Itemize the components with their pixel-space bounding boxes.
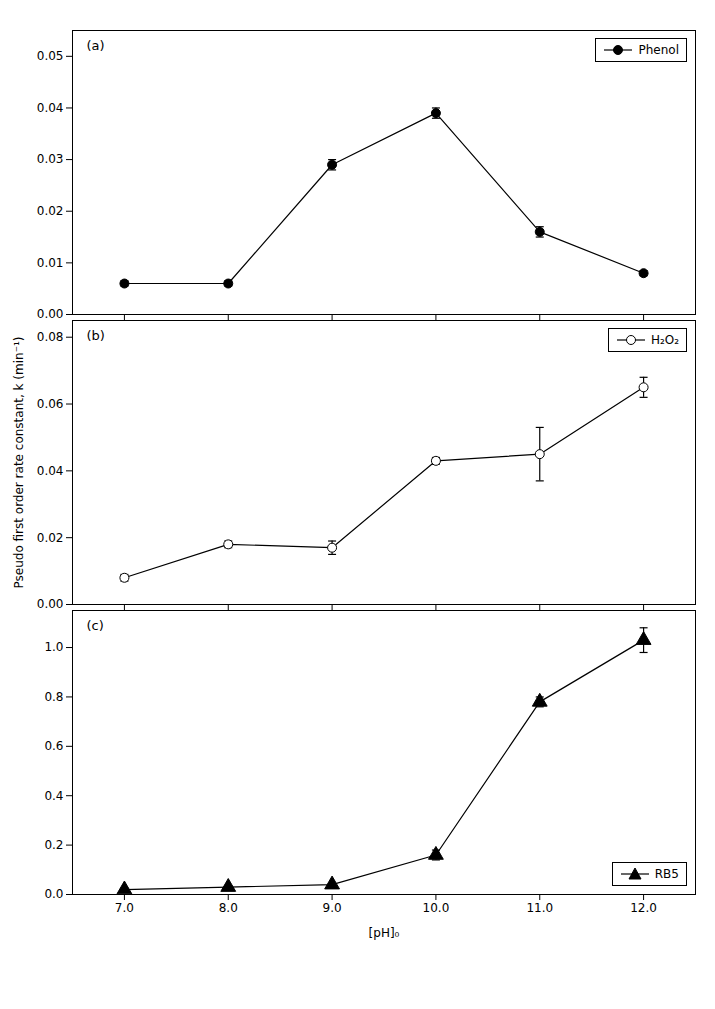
svg-text:0.8: 0.8 — [44, 690, 63, 704]
svg-text:Pseudo first order rate consta: Pseudo first order rate constant, k (min… — [12, 337, 26, 589]
svg-text:8.0: 8.0 — [219, 901, 238, 915]
html-text:H₂O₂: H₂O₂ — [650, 333, 679, 347]
svg-text:0.0: 0.0 — [44, 887, 63, 901]
svg-text:7.0: 7.0 — [115, 901, 134, 915]
svg-text:0.06: 0.06 — [37, 397, 64, 411]
svg-text:12.0: 12.0 — [630, 901, 657, 915]
svg-text:0.05: 0.05 — [37, 49, 64, 63]
svg-text:[pH]₀: [pH]₀ — [369, 926, 400, 940]
svg-text:0.02: 0.02 — [37, 531, 64, 545]
html-text:Phenol: Phenol — [638, 43, 679, 57]
svg-text:10.0: 10.0 — [423, 901, 450, 915]
svg-text:0.01: 0.01 — [37, 256, 64, 270]
svg-text:9.0: 9.0 — [323, 901, 342, 915]
svg-text:0.2: 0.2 — [44, 838, 63, 852]
svg-text:(c): (c) — [87, 618, 104, 633]
svg-text:0.03: 0.03 — [37, 152, 64, 166]
svg-text:0.08: 0.08 — [37, 330, 64, 344]
svg-text:0.00: 0.00 — [36, 597, 64, 612]
svg-text:11.0: 11.0 — [526, 901, 553, 915]
svg-text:(b): (b) — [87, 328, 105, 343]
svg-text:0.4: 0.4 — [44, 789, 63, 803]
svg-text:0.04: 0.04 — [37, 101, 64, 115]
svg-text:0.04: 0.04 — [37, 464, 64, 478]
html-text:RB5: RB5 — [654, 867, 679, 881]
svg-text:0.00: 0.00 — [36, 307, 64, 322]
svg-text:0.02: 0.02 — [37, 204, 64, 218]
svg-text:0.6: 0.6 — [44, 739, 63, 753]
svg-text:(a): (a) — [87, 38, 105, 53]
svg-text:1.0: 1.0 — [44, 640, 63, 654]
